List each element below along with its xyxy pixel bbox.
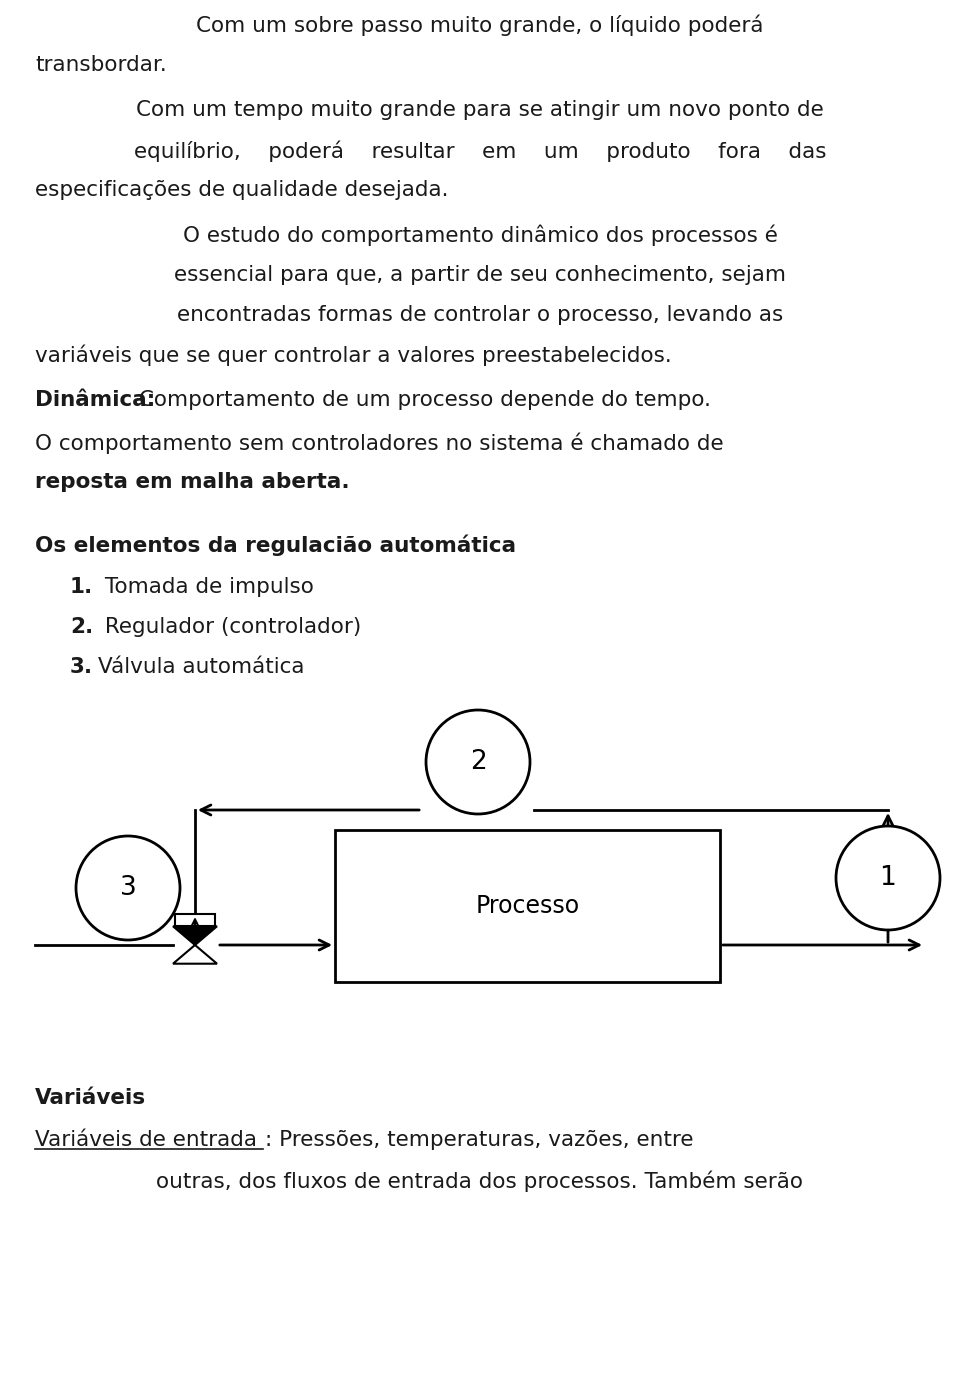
Text: transbordar.: transbordar. [35,55,167,76]
Text: Tomada de impulso: Tomada de impulso [98,576,314,597]
Circle shape [426,711,530,814]
Circle shape [836,825,940,930]
Text: essencial para que, a partir de seu conhecimento, sejam: essencial para que, a partir de seu conh… [174,264,786,285]
Text: especificações de qualidade desejada.: especificações de qualidade desejada. [35,180,448,200]
Text: Processo: Processo [475,894,580,918]
Text: equilíbrio,    poderá    resultar    em    um    produto    fora    das: equilíbrio, poderá resultar em um produt… [133,140,827,161]
Bar [335,830,720,982]
Polygon shape [173,944,217,964]
Text: 1.: 1. [70,576,93,597]
Text: 1: 1 [879,865,897,891]
Polygon shape [173,926,217,944]
Text: outras, dos fluxos de entrada dos processos. Também serão: outras, dos fluxos de entrada dos proces… [156,1170,804,1192]
Text: Dinâmica:: Dinâmica: [35,390,156,410]
Text: Válvula automática: Válvula automática [98,658,304,677]
Text: O estudo do comportamento dinâmico dos processos é: O estudo do comportamento dinâmico dos p… [182,225,778,246]
Text: O comportamento sem controladores no sistema é chamado de: O comportamento sem controladores no sis… [35,432,724,453]
Text: Com um sobre passo muito grande, o líquido poderá: Com um sobre passo muito grande, o líqui… [196,15,764,36]
Text: Regulador (controlador): Regulador (controlador) [98,617,361,637]
Text: Variáveis: Variáveis [35,1088,146,1108]
Text: 3: 3 [120,874,136,901]
Text: Os elementos da regulacião automática: Os elementos da regulacião automática [35,534,516,557]
Text: 2.: 2. [70,617,93,637]
Text: encontradas formas de controlar o processo, levando as: encontradas formas de controlar o proces… [177,305,783,325]
Text: variáveis que se quer controlar a valores preestabelecidos.: variáveis que se quer controlar a valore… [35,346,672,367]
Text: 3.: 3. [70,658,93,677]
Bar [175,915,215,926]
Text: Com um tempo muito grande para se atingir um novo ponto de: Com um tempo muito grande para se atingi… [136,99,824,120]
Circle shape [76,837,180,940]
Text: 2: 2 [469,748,487,775]
Text: Variáveis de entrada: Variáveis de entrada [35,1130,257,1150]
Text: : Pressões, temperaturas, vazões, entre: : Pressões, temperaturas, vazões, entre [265,1130,693,1150]
Text: Comportamento de um processo depende do tempo.: Comportamento de um processo depende do … [132,390,711,410]
Text: reposta em malha aberta.: reposta em malha aberta. [35,471,349,492]
